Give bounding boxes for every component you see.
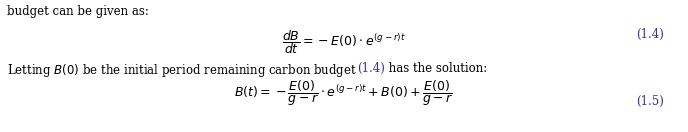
Text: Letting $B(0)$ be the initial period remaining carbon budget: Letting $B(0)$ be the initial period rem… (7, 62, 357, 79)
Text: (1.4): (1.4) (636, 28, 664, 41)
Text: $\dfrac{dB}{dt} = -E(0) \cdot e^{(g-r)t}$: $\dfrac{dB}{dt} = -E(0) \cdot e^{(g-r)t}… (282, 28, 406, 56)
Text: (1.5): (1.5) (636, 95, 664, 108)
Text: $B(t) = -\dfrac{E(0)}{g-r} \cdot e^{(g-r)t} + B(0) + \dfrac{E(0)}{g-r}$: $B(t) = -\dfrac{E(0)}{g-r} \cdot e^{(g-r… (234, 78, 454, 108)
Text: budget can be given as:: budget can be given as: (7, 5, 149, 18)
Text: has the solution:: has the solution: (385, 62, 487, 75)
Text: (1.4): (1.4) (357, 62, 385, 75)
